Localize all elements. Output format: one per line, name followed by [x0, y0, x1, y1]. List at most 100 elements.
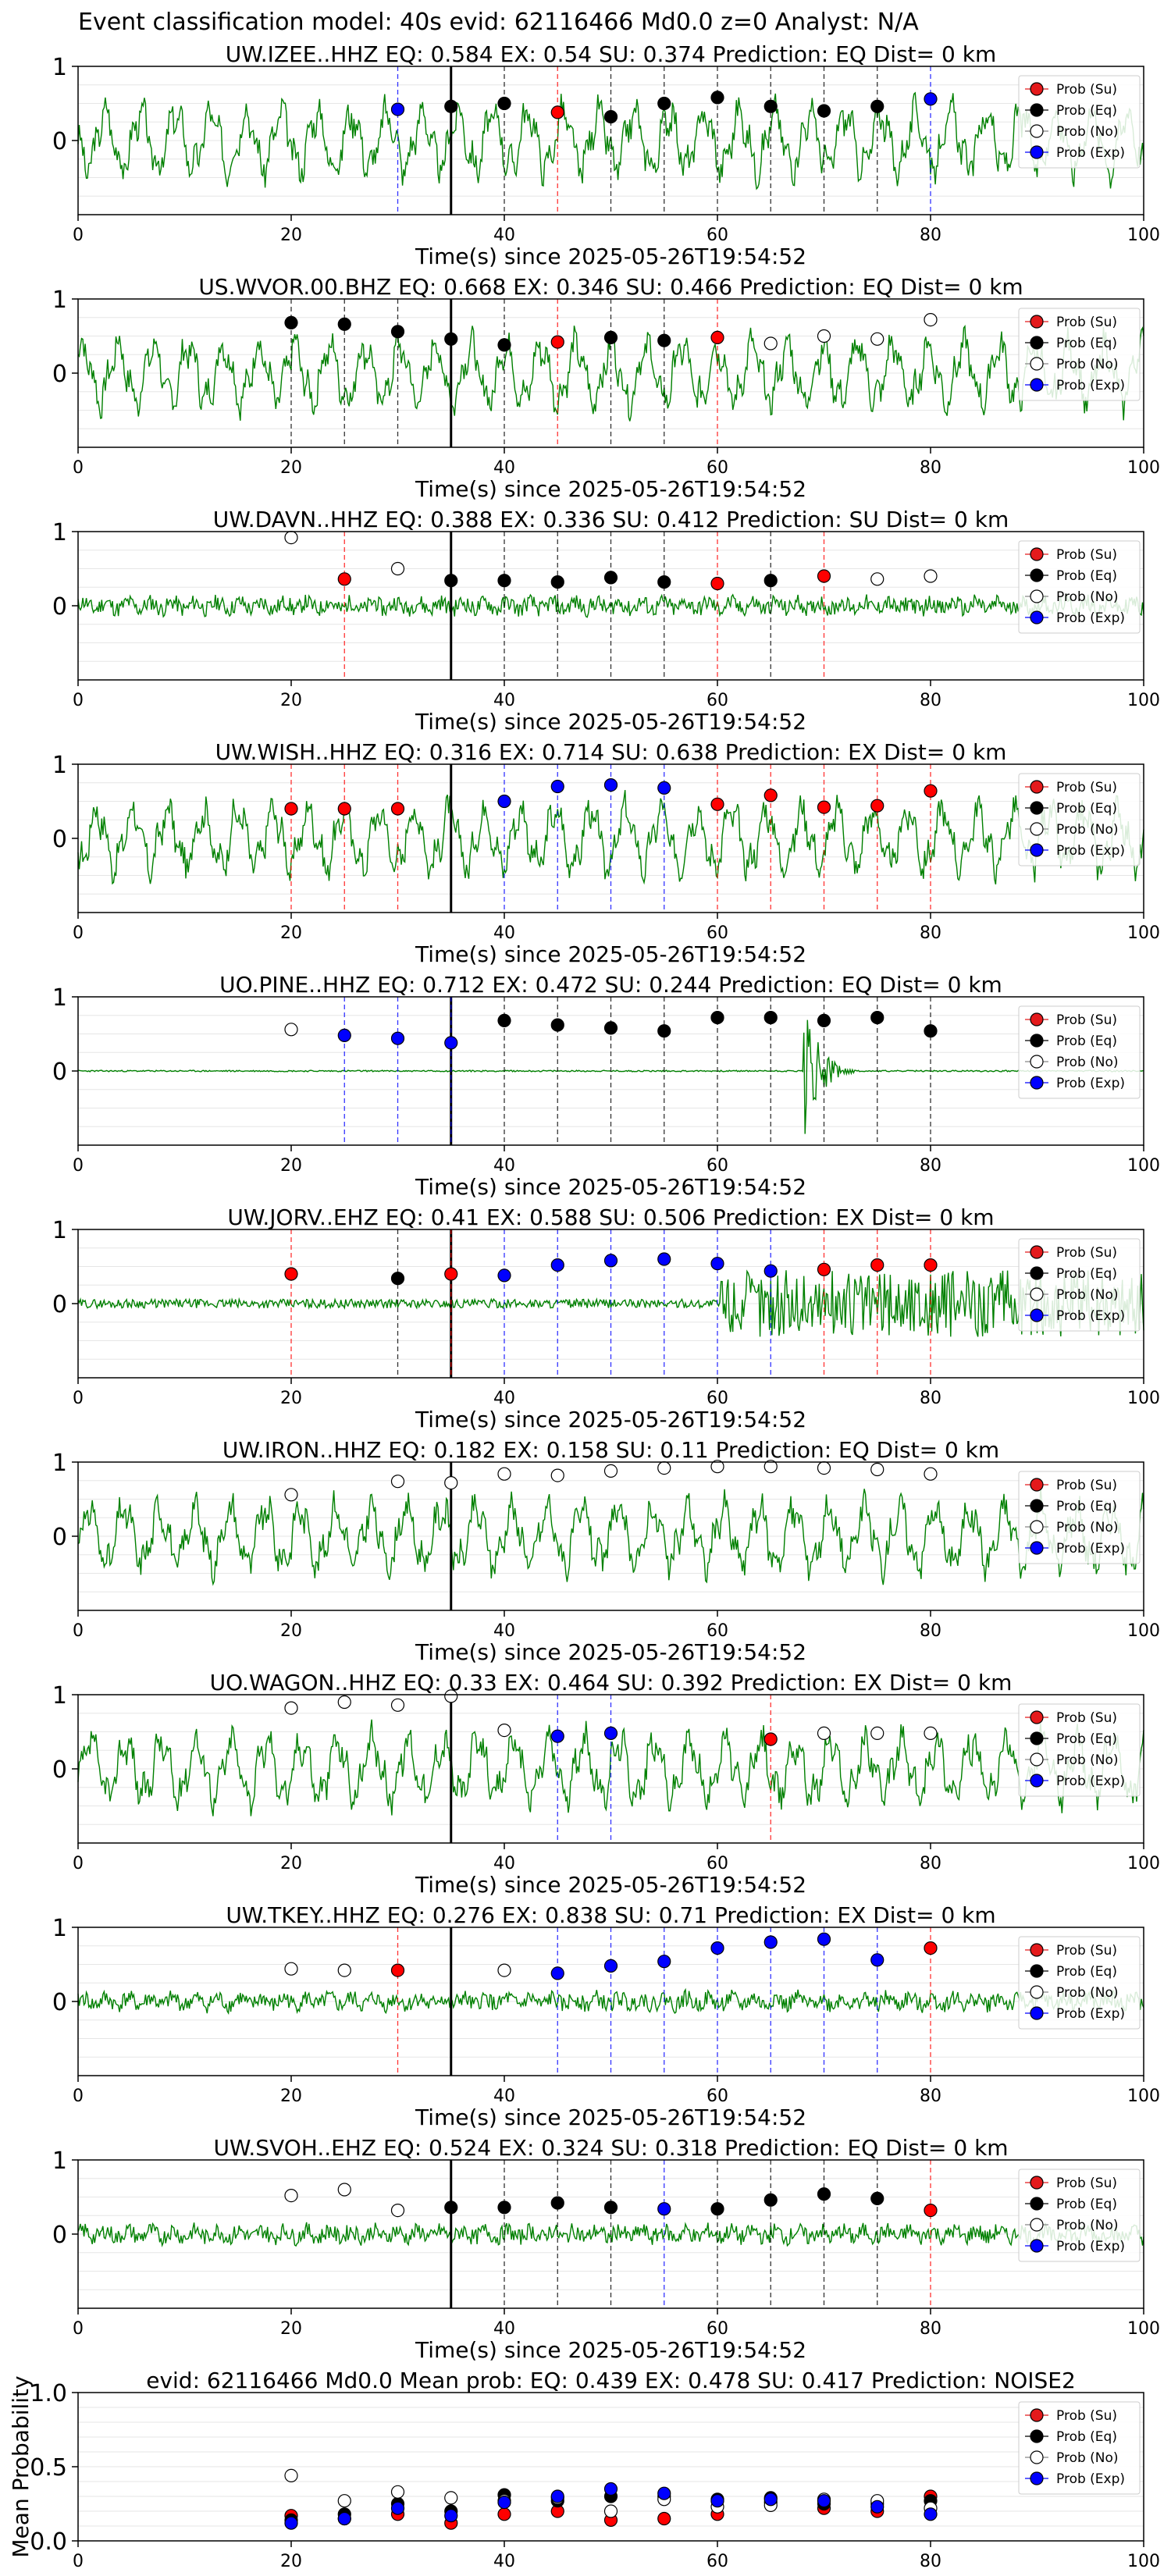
y-tick-label: 0: [52, 1756, 67, 1784]
legend-marker: [1030, 547, 1044, 561]
prob-marker-su: [710, 797, 724, 811]
prob-marker-eq: [657, 1024, 671, 1038]
legend-marker: [1030, 124, 1044, 138]
prob-marker-exp: [390, 1031, 405, 1045]
legend-label: Prob (Su): [1056, 1710, 1117, 1726]
x-axis-label: Time(s) since 2025-05-26T19:54:52: [415, 476, 806, 502]
prob-marker-no: [284, 1488, 298, 1502]
prob-marker-no: [444, 1689, 458, 1703]
x-tick-label: 40: [493, 1621, 515, 1641]
legend-marker: [1030, 1034, 1044, 1048]
x-tick-label: 60: [707, 2319, 728, 2339]
prob-marker-no: [337, 1963, 351, 1977]
prob-marker-su: [763, 1732, 778, 1746]
prob-marker-no: [924, 313, 938, 327]
x-tick-label: 100: [1127, 458, 1160, 478]
legend-marker: [1030, 1964, 1044, 1978]
y-axis-label: Mean Probability: [8, 2375, 34, 2557]
prob-marker-su: [710, 576, 724, 591]
prob-marker-eq: [497, 574, 511, 588]
prob-marker-su: [337, 802, 351, 816]
legend-marker: [1030, 1055, 1044, 1069]
prob-marker-no: [710, 1460, 724, 1474]
x-tick-label: 80: [920, 2087, 941, 2106]
prob-marker-no: [497, 1963, 511, 1977]
prob-marker-eq: [550, 2196, 564, 2210]
legend-marker: [1030, 1245, 1044, 1259]
legend-label: Prob (Su): [1056, 2176, 1117, 2191]
legend-box: [1018, 1936, 1141, 2030]
legend-marker: [1030, 2239, 1044, 2253]
mean-marker-exp: [924, 2507, 938, 2521]
axes-frame: [77, 1927, 1144, 2076]
mean-marker-exp: [284, 2516, 298, 2530]
prob-marker-no: [390, 1698, 405, 1712]
x-tick-label: 60: [707, 1156, 728, 1176]
x-tick-label: 60: [707, 1854, 728, 1873]
mean-marker-exp: [657, 2486, 671, 2500]
axes-frame: [77, 66, 1144, 215]
panel-title: US.WVOR.00.BHZ EQ: 0.668 EX: 0.346 SU: 0…: [198, 274, 1023, 300]
y-tick-label: 1: [52, 519, 67, 546]
x-tick-label: 0: [73, 691, 84, 710]
legend-marker: [1030, 1752, 1044, 1767]
prob-marker-exp: [550, 1966, 564, 1980]
axes-frame: [77, 531, 1144, 681]
legend-box: [1018, 773, 1141, 866]
prob-marker-no: [924, 569, 938, 583]
x-tick-label: 80: [920, 2552, 941, 2571]
legend-marker: [1030, 568, 1044, 582]
prob-marker-exp: [603, 1254, 618, 1268]
x-tick-label: 100: [1127, 1156, 1160, 1176]
prob-marker-exp: [550, 1729, 564, 1743]
legend-label: Prob (Su): [1056, 315, 1117, 330]
prob-marker-eq: [390, 325, 405, 339]
legend-label: Prob (No): [1056, 1752, 1119, 1768]
waveform-trace: [77, 1269, 1144, 1337]
x-axis-label: Time(s) since 2025-05-26T19:54:52: [415, 941, 806, 967]
prob-marker-exp: [444, 1036, 458, 1050]
prob-marker-no: [284, 1962, 298, 1976]
prob-marker-exp: [710, 1257, 724, 1271]
prob-marker-eq: [710, 91, 724, 105]
legend-marker: [1030, 843, 1044, 857]
prob-marker-su: [924, 784, 938, 798]
legend-label: Prob (Exp): [1056, 1774, 1125, 1789]
prob-marker-no: [817, 1461, 831, 1475]
legend-box: [1018, 308, 1141, 401]
x-tick-label: 100: [1127, 2319, 1160, 2339]
prob-marker-no: [870, 332, 884, 346]
station-panel-8: UO.WAGON..HHZ EQ: 0.33 EX: 0.464 SU: 0.3…: [52, 1670, 1160, 1898]
station-panel-10: UW.SVOH..EHZ EQ: 0.524 EX: 0.324 SU: 0.3…: [52, 2135, 1160, 2363]
x-tick-label: 0: [73, 2319, 84, 2339]
y-tick-label: 0: [52, 128, 67, 155]
prob-marker-no: [763, 1460, 778, 1474]
legend-box: [1018, 75, 1141, 169]
x-tick-label: 40: [493, 2319, 515, 2339]
legend-marker: [1030, 2176, 1044, 2190]
axes-frame: [77, 1229, 1144, 1379]
x-tick-label: 40: [493, 923, 515, 943]
legend-label: Prob (Exp): [1056, 610, 1125, 626]
legend-label: Prob (Su): [1056, 1943, 1117, 1959]
legend-marker: [1030, 589, 1044, 603]
prob-marker-no: [284, 530, 298, 545]
x-tick-label: 40: [493, 1389, 515, 1408]
mean-marker-exp: [870, 2500, 884, 2514]
prob-marker-eq: [284, 315, 298, 329]
mean-marker-exp: [337, 2511, 351, 2526]
panel-title: UW.IRON..HHZ EQ: 0.182 EX: 0.158 SU: 0.1…: [222, 1437, 999, 1463]
prob-marker-eq: [603, 330, 618, 344]
prob-marker-eq: [710, 2202, 724, 2216]
axes-frame: [77, 298, 1144, 448]
x-tick-label: 40: [493, 2087, 515, 2106]
x-tick-label: 40: [493, 1854, 515, 1873]
panel-title: evid: 62116466 Md0.0 Mean prob: EQ: 0.43…: [146, 2368, 1076, 2393]
prob-marker-no: [763, 336, 778, 350]
x-tick-label: 80: [920, 1621, 941, 1641]
y-tick-label: 1: [52, 1915, 67, 1942]
prob-marker-no: [284, 1023, 298, 1037]
mean-marker-exp: [390, 2501, 405, 2515]
y-tick-label: 1: [52, 2147, 67, 2175]
x-axis-label: Time(s) since 2025-05-26T19:54:52: [415, 244, 806, 269]
